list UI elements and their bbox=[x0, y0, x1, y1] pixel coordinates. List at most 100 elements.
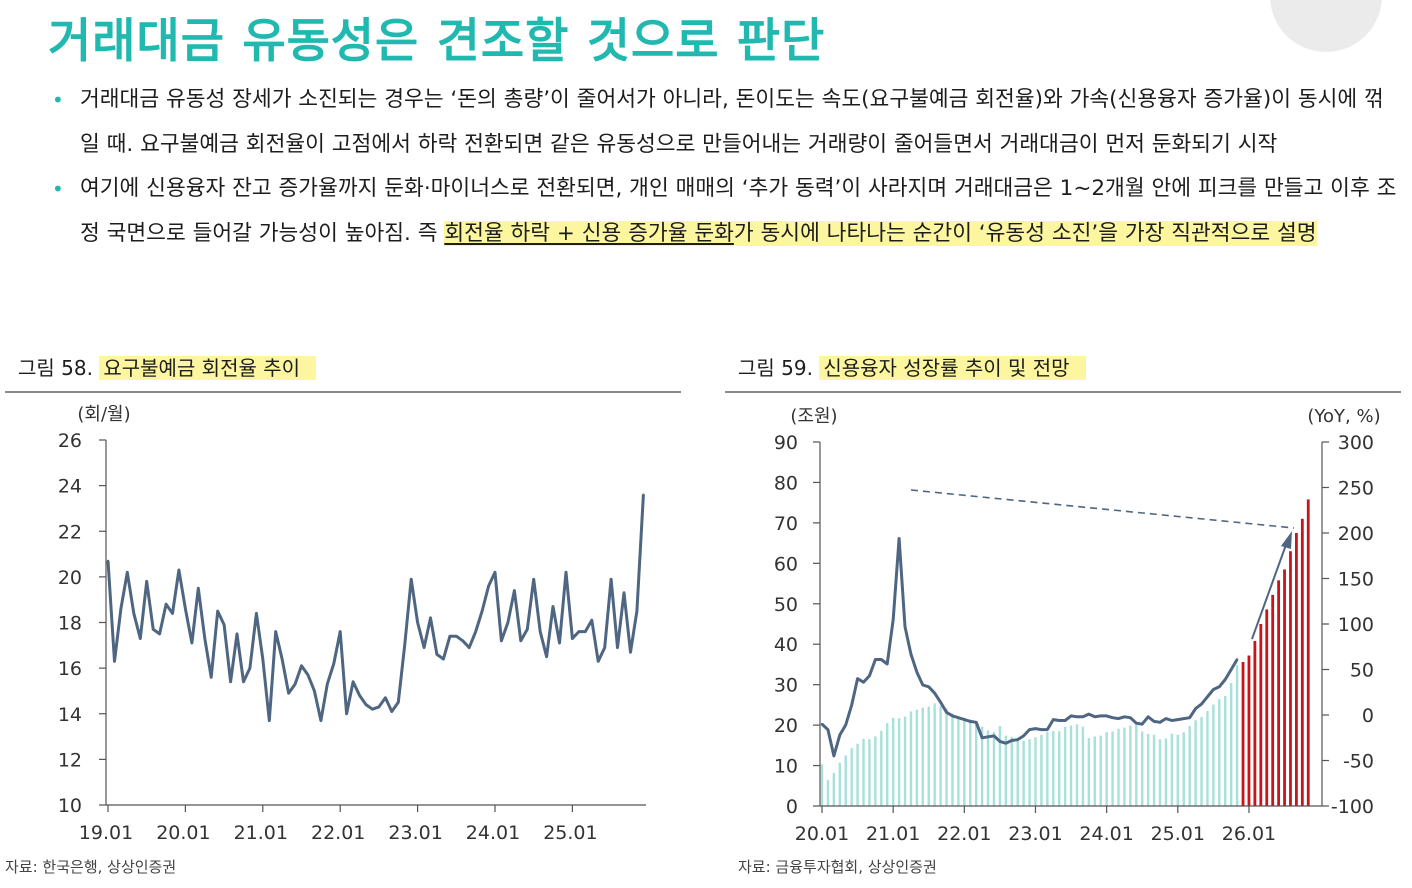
chart-demand-deposit-turnover: (회/월) 10 12 14 16 18 20 22 24 26 19.01 20.01 21.01… bbox=[58, 404, 646, 844]
right-yoy-point bbox=[1069, 714, 1073, 718]
right-yoy-point bbox=[921, 683, 925, 687]
left-x-tick-label: 22.01 bbox=[311, 822, 365, 844]
left-data-point bbox=[210, 676, 213, 679]
right-bar-actual bbox=[1022, 740, 1025, 806]
left-data-point bbox=[229, 680, 232, 684]
right-yoy-point bbox=[820, 722, 824, 726]
right-bar-actual bbox=[897, 718, 901, 806]
right-bar-actual bbox=[874, 736, 877, 806]
left-data-point bbox=[455, 634, 458, 638]
left-data-point bbox=[203, 637, 206, 640]
figure-58-title: 그림 58. 요구불예금 회전율 추이 bbox=[18, 352, 317, 381]
right-left-tick-label: 90 bbox=[774, 432, 798, 454]
right-bar-actual bbox=[1141, 731, 1144, 806]
page-title: 거래대금 유동성은 견조할 것으로 판단 bbox=[48, 14, 826, 69]
right-right-tick-label: 250 bbox=[1338, 478, 1374, 500]
left-data-point bbox=[500, 639, 503, 642]
left-data-point bbox=[171, 612, 174, 615]
left-data-point bbox=[442, 657, 445, 661]
right-yoy-point bbox=[1235, 658, 1239, 661]
right-bar-actual bbox=[1176, 734, 1179, 806]
right-bar-actual bbox=[927, 706, 930, 806]
right-bar-actual bbox=[1034, 737, 1037, 806]
left-y-tick-label: 14 bbox=[58, 704, 82, 726]
right-bar-forecast bbox=[1271, 594, 1275, 806]
left-data-point bbox=[280, 657, 284, 661]
left-data-point bbox=[629, 650, 632, 654]
left-y-tick-label: 24 bbox=[58, 476, 82, 498]
right-yoy-point bbox=[1146, 715, 1150, 719]
right-bar-actual bbox=[1235, 665, 1239, 806]
right-bar-forecast bbox=[1241, 662, 1245, 806]
right-left-tick-label: 10 bbox=[774, 756, 798, 778]
left-data-point bbox=[403, 644, 406, 647]
right-bar-actual bbox=[974, 721, 978, 806]
left-data-point bbox=[487, 584, 490, 588]
right-yoy-point bbox=[945, 711, 948, 714]
right-bar-actual bbox=[832, 772, 836, 806]
right-bar-actual bbox=[992, 731, 996, 806]
right-right-tick-label: -100 bbox=[1331, 796, 1374, 818]
right-yoy-point bbox=[1034, 727, 1037, 730]
right-bar-actual bbox=[1087, 738, 1091, 806]
left-data-point bbox=[255, 612, 258, 615]
arrow-up-icon bbox=[1281, 531, 1292, 549]
right-bar-actual bbox=[880, 730, 883, 806]
right-yoy-point bbox=[1141, 722, 1144, 726]
left-series-group bbox=[106, 493, 645, 723]
left-data-point bbox=[384, 696, 387, 699]
right-bar-actual bbox=[1063, 726, 1067, 806]
right-yoy-point bbox=[874, 658, 877, 661]
right-yoy-point bbox=[880, 658, 883, 661]
left-data-point bbox=[339, 630, 342, 633]
left-data-point bbox=[577, 630, 581, 633]
right-bar-actual bbox=[980, 726, 984, 806]
right-bar-actual bbox=[1117, 728, 1120, 806]
left-data-point bbox=[377, 705, 381, 709]
figure-59-number: 그림 59. bbox=[738, 356, 813, 380]
left-data-point bbox=[616, 646, 619, 649]
right-yoy-point bbox=[1135, 721, 1138, 725]
left-data-point bbox=[545, 655, 548, 658]
right-bar-forecast bbox=[1253, 640, 1257, 806]
right-bar-forecast bbox=[1265, 609, 1269, 806]
right-yoy-point bbox=[1176, 718, 1179, 721]
right-bar-actual bbox=[951, 713, 954, 806]
right-bar-actual bbox=[1004, 735, 1008, 806]
left-data-point bbox=[151, 628, 155, 631]
bullet-dot-icon: • bbox=[52, 177, 64, 201]
right-x-tick-label: 20.01 bbox=[795, 823, 849, 845]
left-y-tick-label: 18 bbox=[58, 613, 82, 635]
right-unit-label-right: (YoY, %) bbox=[1307, 406, 1380, 427]
right-bar-actual bbox=[909, 711, 913, 806]
right-bar-actual bbox=[1224, 695, 1227, 806]
left-data-point bbox=[274, 630, 277, 633]
right-series-group bbox=[820, 537, 1239, 758]
right-axes: 0 10 20 30 40 50 60 70 80 90 -100 -50 0 50 100 150 200 25… bbox=[774, 432, 1374, 845]
right-yoy-point bbox=[1093, 715, 1096, 719]
left-data-point bbox=[132, 612, 135, 615]
right-bar-actual bbox=[1135, 724, 1138, 806]
right-yoy-point bbox=[838, 733, 841, 737]
bullet-list: • 거래대금 유동성 장세가 소진되는 경우는 ‘돈의 총량’이 줄어서가 아니… bbox=[50, 78, 1402, 256]
figure-58-rule bbox=[5, 391, 681, 393]
right-bar-actual bbox=[1152, 734, 1156, 806]
right-x-tick-label: 25.01 bbox=[1151, 823, 1205, 845]
right-bar-actual bbox=[998, 725, 1002, 806]
right-yoy-point bbox=[915, 671, 919, 674]
left-data-point bbox=[242, 680, 245, 684]
right-left-tick-label: 30 bbox=[774, 675, 798, 697]
left-axis: 10 12 14 16 18 20 22 24 26 bbox=[58, 430, 107, 817]
right-yoy-point bbox=[1170, 719, 1174, 722]
left-data-point bbox=[635, 609, 639, 613]
right-yoy-point bbox=[1087, 712, 1091, 716]
left-data-point bbox=[590, 619, 593, 622]
left-data-point bbox=[197, 587, 200, 590]
right-yoy-point bbox=[927, 685, 930, 688]
right-bar-actual bbox=[1111, 731, 1114, 806]
right-bar-actual bbox=[1194, 720, 1197, 806]
left-data-point bbox=[526, 628, 529, 631]
right-bar-actual bbox=[1040, 734, 1043, 806]
left-data-point bbox=[164, 603, 168, 606]
right-bar-actual bbox=[850, 748, 853, 806]
